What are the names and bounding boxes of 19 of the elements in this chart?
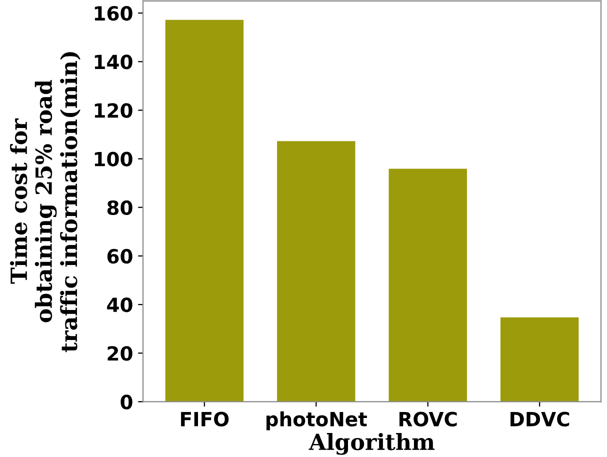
y-tick-label: 20 bbox=[108, 346, 132, 361]
y-tick-label: 0 bbox=[120, 394, 132, 410]
x-axis-title: Algorithm bbox=[308, 433, 435, 455]
x-tick-label: ROVC bbox=[399, 412, 457, 426]
y-axis-title: Time cost for obtaining 25% road traffic information(min) bbox=[10, 52, 80, 352]
y-tick-label: 160 bbox=[94, 6, 132, 21]
x-tick-label: DDVC bbox=[510, 412, 570, 426]
bar bbox=[165, 20, 244, 402]
x-tick-label: FIFO bbox=[181, 412, 229, 426]
y-tick-label: 80 bbox=[107, 200, 132, 216]
y-tick-label: 60 bbox=[107, 248, 132, 264]
bar bbox=[277, 141, 356, 402]
y-tick-label: 120 bbox=[94, 103, 132, 118]
bar bbox=[500, 317, 579, 402]
y-tick-label: 100 bbox=[94, 152, 132, 166]
y-tick-label: 140 bbox=[94, 54, 132, 70]
y-tick-label: 40 bbox=[107, 297, 132, 312]
bar bbox=[388, 168, 467, 402]
x-tick-label: photoNet bbox=[266, 411, 367, 430]
